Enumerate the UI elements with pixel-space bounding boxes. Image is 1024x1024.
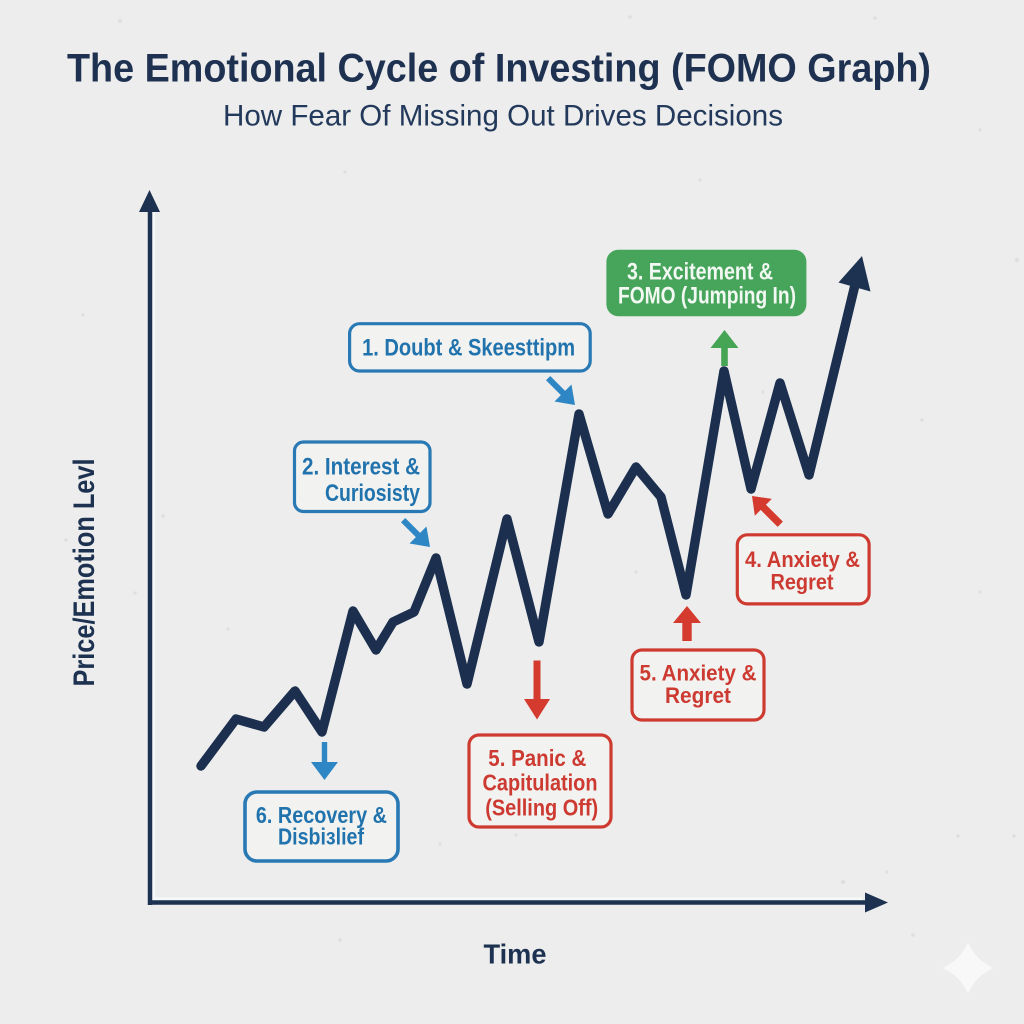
svg-text:Regret: Regret: [771, 569, 835, 594]
svg-text:5. Anxiety &: 5. Anxiety &: [640, 660, 757, 685]
svg-text:(Selling Off): (Selling Off): [485, 795, 598, 821]
svg-text:How Fear Of Missing Out Drives: How Fear Of Missing Out Drives Decisions: [223, 99, 783, 132]
svg-text:Price/Emotion Levl: Price/Emotion Levl: [68, 459, 101, 687]
svg-text:5. Panic &: 5. Panic &: [488, 745, 586, 771]
svg-text:3. Excitement &: 3. Excitement &: [627, 259, 773, 286]
svg-text:Time: Time: [484, 938, 547, 969]
svg-text:FOMO (Jumping In): FOMO (Jumping In): [618, 283, 796, 310]
svg-text:Regret: Regret: [665, 683, 732, 708]
svg-text:1. Doubt & Skeesttipm: 1. Doubt & Skeesttipm: [362, 335, 575, 362]
svg-text:6. Recovery &: 6. Recovery &: [256, 802, 387, 828]
svg-text:Capitulation: Capitulation: [483, 770, 598, 796]
svg-text:The Emotional Cycle of Investi: The Emotional Cycle of Investing (FOMO G…: [67, 47, 931, 91]
svg-text:Disbiзlief: Disbiзlief: [278, 824, 364, 850]
svg-text:4. Anxiety &: 4. Anxiety &: [745, 547, 860, 572]
svg-text:2. Interest &: 2. Interest &: [302, 454, 420, 481]
svg-text:Curiosisty: Curiosisty: [325, 480, 421, 507]
